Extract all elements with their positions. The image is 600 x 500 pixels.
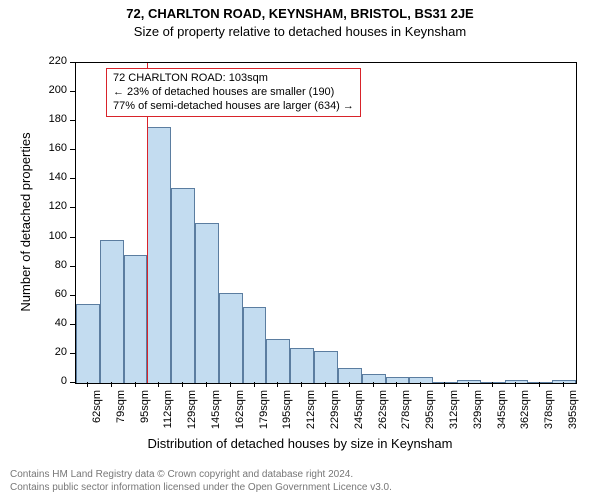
x-tick-mark (563, 382, 564, 387)
info-box-line: 72 CHARLTON ROAD: 103sqm (113, 72, 354, 86)
x-tick-label: 162sqm (234, 390, 246, 440)
histogram-bar (147, 127, 171, 383)
y-tick-label: 200 (49, 84, 67, 96)
y-axis-label: Number of detached properties (18, 62, 33, 382)
x-tick-mark (539, 382, 540, 387)
x-tick-mark (254, 382, 255, 387)
footer-line: Contains HM Land Registry data © Crown c… (10, 469, 392, 482)
x-tick-mark (206, 382, 207, 387)
x-tick-label: 112sqm (162, 390, 174, 440)
x-tick-mark (182, 382, 183, 387)
y-tick-label: 20 (55, 346, 67, 358)
x-tick-label: 312sqm (448, 390, 460, 440)
y-tick-label: 100 (49, 230, 67, 242)
x-tick-label: 362sqm (519, 390, 531, 440)
histogram-bar (266, 339, 290, 383)
info-box-line: ← 23% of detached houses are smaller (19… (113, 86, 354, 100)
x-tick-mark (396, 382, 397, 387)
x-tick-label: 195sqm (281, 390, 293, 440)
histogram-bar (290, 348, 314, 383)
y-tick-label: 140 (49, 171, 67, 183)
y-tick-mark (70, 382, 75, 383)
y-tick-label: 0 (61, 375, 67, 387)
x-tick-label: 378sqm (543, 390, 555, 440)
x-tick-label: 95sqm (139, 390, 151, 440)
x-tick-mark (158, 382, 159, 387)
x-tick-label: 395sqm (567, 390, 579, 440)
x-axis-label: Distribution of detached houses by size … (0, 436, 600, 451)
x-tick-label: 229sqm (329, 390, 341, 440)
x-tick-mark (420, 382, 421, 387)
x-tick-label: 179sqm (258, 390, 270, 440)
y-tick-label: 120 (49, 200, 67, 212)
footer-line: Contains public sector information licen… (10, 482, 392, 495)
y-tick-mark (70, 237, 75, 238)
x-tick-label: 262sqm (377, 390, 389, 440)
x-tick-label: 278sqm (400, 390, 412, 440)
x-tick-mark (87, 382, 88, 387)
x-tick-mark (492, 382, 493, 387)
chart-title: 72, CHARLTON ROAD, KEYNSHAM, BRISTOL, BS… (0, 6, 600, 21)
y-tick-mark (70, 266, 75, 267)
histogram-bar (171, 188, 195, 383)
x-tick-mark (135, 382, 136, 387)
y-tick-mark (70, 324, 75, 325)
y-tick-mark (70, 120, 75, 121)
x-tick-label: 345sqm (496, 390, 508, 440)
histogram-bar (195, 223, 219, 383)
chart-root: { "layout": { "canvas": { "w": 600, "h":… (0, 0, 600, 500)
x-tick-mark (230, 382, 231, 387)
histogram-bar (219, 293, 243, 383)
x-tick-mark (373, 382, 374, 387)
x-tick-label: 62sqm (91, 390, 103, 440)
plot-area: 72 CHARLTON ROAD: 103sqm← 23% of detache… (75, 62, 577, 384)
y-tick-mark (70, 353, 75, 354)
x-tick-label: 79sqm (115, 390, 127, 440)
histogram-bar (243, 307, 267, 383)
x-tick-label: 295sqm (424, 390, 436, 440)
histogram-bar (338, 368, 362, 383)
histogram-bar (124, 255, 148, 383)
x-tick-label: 329sqm (472, 390, 484, 440)
x-tick-mark (515, 382, 516, 387)
x-tick-mark (444, 382, 445, 387)
x-tick-label: 145sqm (210, 390, 222, 440)
y-tick-label: 160 (49, 142, 67, 154)
attribution-footer: Contains HM Land Registry data © Crown c… (10, 469, 392, 494)
x-tick-label: 129sqm (186, 390, 198, 440)
y-tick-mark (70, 91, 75, 92)
x-tick-mark (325, 382, 326, 387)
y-tick-label: 220 (49, 55, 67, 67)
histogram-bar (100, 240, 124, 383)
histogram-bar (314, 351, 338, 383)
y-tick-label: 40 (55, 317, 67, 329)
x-tick-label: 212sqm (305, 390, 317, 440)
x-tick-mark (349, 382, 350, 387)
y-tick-label: 180 (49, 113, 67, 125)
y-tick-label: 60 (55, 288, 67, 300)
chart-subtitle: Size of property relative to detached ho… (0, 24, 600, 39)
y-tick-label: 80 (55, 259, 67, 271)
x-tick-mark (277, 382, 278, 387)
y-tick-mark (70, 295, 75, 296)
y-tick-mark (70, 149, 75, 150)
info-box-line: 77% of semi-detached houses are larger (… (113, 100, 354, 114)
info-box: 72 CHARLTON ROAD: 103sqm← 23% of detache… (106, 68, 361, 117)
y-tick-mark (70, 62, 75, 63)
x-tick-mark (111, 382, 112, 387)
x-tick-mark (301, 382, 302, 387)
y-tick-mark (70, 207, 75, 208)
x-tick-label: 245sqm (353, 390, 365, 440)
x-tick-mark (468, 382, 469, 387)
y-tick-mark (70, 178, 75, 179)
histogram-bar (76, 304, 100, 383)
